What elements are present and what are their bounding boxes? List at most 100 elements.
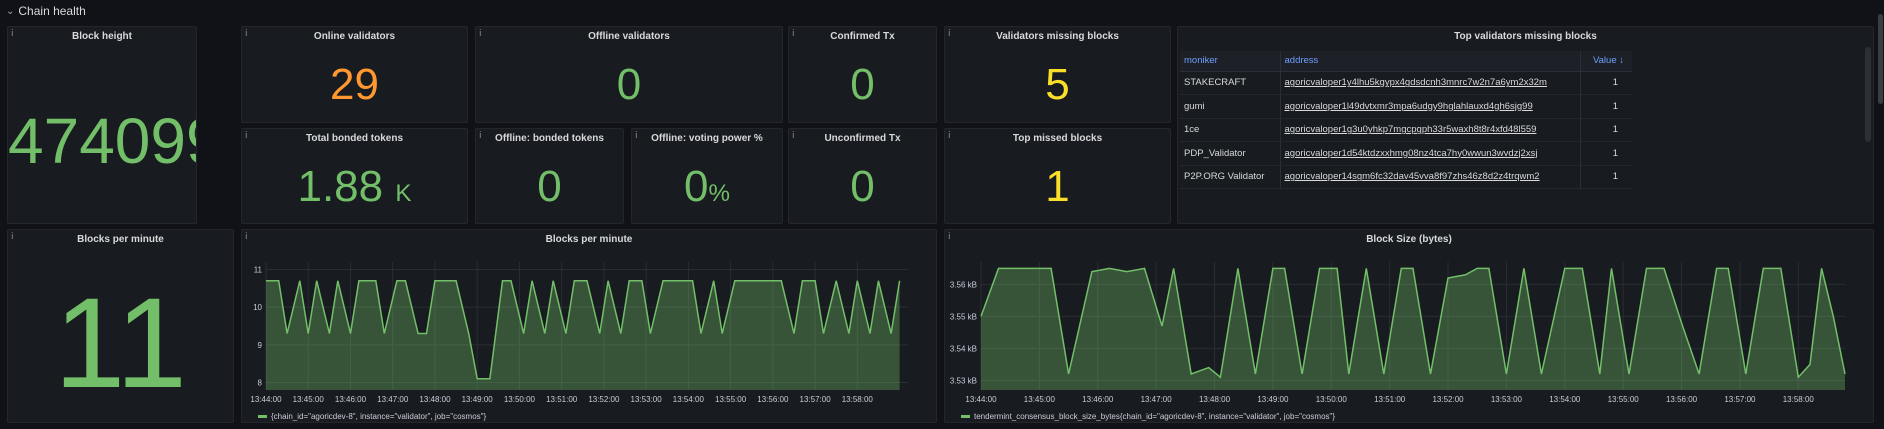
cell-address-link[interactable]: agoricvaloper14sgm6fc32dav45vva8f97zhs46… [1279, 165, 1580, 189]
x-tick-label: 13:48:00 [1199, 395, 1231, 404]
table-row: P2P.ORG Validator agoricvaloper14sgm6fc3… [1180, 165, 1632, 189]
column-header-value[interactable]: Value ↓ [1579, 51, 1632, 72]
y-tick-label: 3.54 kB [950, 344, 977, 353]
cell-address-link[interactable]: agoricvaloper1l49dvtxmr3mpa6udgy9hglahla… [1279, 94, 1580, 119]
blocks-per-minute-chart[interactable]: 8 9 10 11 13:44:00 13:45:00 13:46:00 13:47:00 13… [242, 250, 937, 420]
cell-address-link[interactable]: agoricvaloper1g3u0yhkp7mgcpgph33r5waxh8t… [1279, 118, 1580, 142]
x-tick-label: 13:54:00 [673, 395, 705, 404]
info-icon[interactable]: i [635, 131, 638, 141]
y-tick-label: 10 [253, 303, 262, 312]
y-tick-label: 8 [258, 378, 263, 387]
panel-top-missed-blocks: i Top missed blocks 1 [944, 128, 1171, 224]
vertical-scrollbar[interactable] [1865, 47, 1871, 142]
panel-blocks-per-minute-chart: i Blocks per minute 8 9 10 11 13:44:00 13:45:… [241, 229, 937, 423]
info-icon[interactable]: i [245, 131, 248, 141]
chart-legend[interactable]: tendermint_consensus_block_size_bytes{ch… [961, 412, 1335, 421]
stat-value: 0 [616, 60, 642, 109]
column-header-moniker[interactable]: moniker [1180, 51, 1280, 72]
x-tick-label: 13:50:00 [504, 395, 536, 404]
info-icon[interactable]: i [11, 29, 14, 39]
info-icon[interactable]: i [479, 29, 482, 39]
x-tick-label: 13:57:00 [800, 395, 832, 404]
panel-title: Blocks per minute [77, 234, 164, 245]
x-tick-label: 13:46:00 [1082, 395, 1114, 404]
cell-address-link[interactable]: agoricvaloper1y4lhu5kgypx4gdsdcnh3mnrc7w… [1279, 71, 1580, 95]
panel-title: Block height [71, 31, 132, 42]
info-icon[interactable]: i [479, 131, 482, 141]
x-tick-label: 13:55:00 [1608, 395, 1640, 404]
stat-value: 11 [54, 272, 187, 415]
chevron-down-icon[interactable]: ⌄ [6, 5, 15, 17]
series-area [266, 280, 900, 390]
series-line [266, 280, 901, 380]
table-row: gumi agoricvaloper1l49dvtxmr3mpa6udgy9hg… [1180, 94, 1632, 119]
stat-value: 474099 [8, 105, 196, 177]
cell-value: 1 [1579, 118, 1632, 142]
x-tick-label: 13:45:00 [293, 395, 325, 404]
panel-title: Offline: voting power % [651, 133, 763, 144]
panel-title: Top missed blocks [1012, 133, 1103, 144]
chart-title: Blocks per minute [545, 234, 633, 245]
block-size-chart[interactable]: 3.53 kB 3.54 kB 3.55 kB 3.56 kB 13:44:00 13:4… [945, 250, 1874, 420]
cell-moniker: P2P.ORG Validator [1180, 165, 1280, 189]
info-icon[interactable]: i [245, 29, 248, 39]
panel-title: Offline validators [588, 31, 670, 42]
info-icon[interactable]: i [948, 232, 951, 242]
x-tick-label: 13:58:00 [1783, 395, 1815, 404]
x-tick-label: 13:44:00 [965, 395, 997, 404]
info-icon[interactable]: i [948, 29, 951, 39]
panel-block-height: i Block height 474099 [7, 26, 197, 224]
cell-moniker: gumi [1180, 94, 1280, 119]
x-tick-label: 13:47:00 [1141, 395, 1173, 404]
cell-address-link[interactable]: agoricvaloper1d54ktdzxxhmg08nz4tca7hy0ww… [1279, 141, 1580, 166]
table-row: PDP_Validator agoricvaloper1d54ktdzxxhmg… [1180, 141, 1632, 166]
info-icon[interactable]: i [792, 29, 795, 39]
stat-unit: K [395, 180, 412, 207]
panel-title: Total bonded tokens [305, 133, 404, 144]
stat-value: 1.88 [297, 162, 384, 211]
row-title: Chain health [18, 4, 86, 18]
panel-offline-validators: i Offline validators 0 [475, 26, 783, 123]
x-tick-label: 13:54:00 [1549, 395, 1581, 404]
legend-swatch [961, 415, 970, 418]
panel-title: Validators missing blocks [996, 31, 1119, 42]
info-icon[interactable]: i [792, 131, 795, 141]
stat-value-group: 1.88 K [242, 165, 467, 209]
x-tick-label: 13:55:00 [715, 395, 747, 404]
info-icon[interactable]: i [245, 232, 248, 242]
x-tick-label: 13:51:00 [1374, 395, 1406, 404]
panel-unconfirmed-tx: i Unconfirmed Tx 0 [788, 128, 937, 224]
x-tick-label: 13:53:00 [1491, 395, 1523, 404]
chart-legend[interactable]: {chain_id="agoricdev-8", instance="valid… [258, 412, 486, 421]
panel-total-bonded-tokens: i Total bonded tokens 1.88 K [241, 128, 468, 224]
x-tick-label: 13:52:00 [588, 395, 620, 404]
chart-title: Block Size (bytes) [1366, 234, 1452, 245]
x-tick-label: 13:46:00 [335, 395, 367, 404]
stat-value: 29 [330, 60, 379, 109]
y-tick-label: 11 [254, 266, 263, 275]
x-tick-label: 13:56:00 [1666, 395, 1698, 404]
y-tick-label: 3.53 kB [950, 376, 977, 385]
column-header-address[interactable]: address [1279, 51, 1580, 72]
row-header-chain-health[interactable]: ⌄ Chain health [6, 2, 86, 20]
x-tick-label: 13:44:00 [250, 395, 282, 404]
x-tick-label: 13:49:00 [462, 395, 494, 404]
panel-offline-voting-power: i Offline: voting power % 0% [631, 128, 783, 224]
stat-value: 0 [537, 162, 562, 211]
page-scrollbar[interactable] [1878, 14, 1883, 104]
panel-blocks-per-minute-stat: i Blocks per minute 11 [7, 229, 234, 423]
info-icon[interactable]: i [11, 232, 14, 242]
x-tick-label: 13:58:00 [842, 395, 874, 404]
panel-validators-missing-blocks: i Validators missing blocks 5 [944, 26, 1171, 123]
cell-moniker: STAKECRAFT [1180, 71, 1280, 95]
table-row: STAKECRAFT agoricvaloper1y4lhu5kgypx4gds… [1180, 71, 1632, 95]
panel-title: Online validators [313, 31, 396, 42]
cell-value: 1 [1579, 94, 1632, 119]
y-tick-label: 3.55 kB [950, 312, 977, 321]
x-tick-label: 13:57:00 [1724, 395, 1756, 404]
info-icon[interactable]: i [948, 131, 951, 141]
x-tick-label: 13:49:00 [1257, 395, 1289, 404]
stat-value: 0 [850, 162, 875, 211]
table-header-row: moniker address Value ↓ [1180, 51, 1632, 72]
stat-value: 1 [1045, 162, 1070, 211]
